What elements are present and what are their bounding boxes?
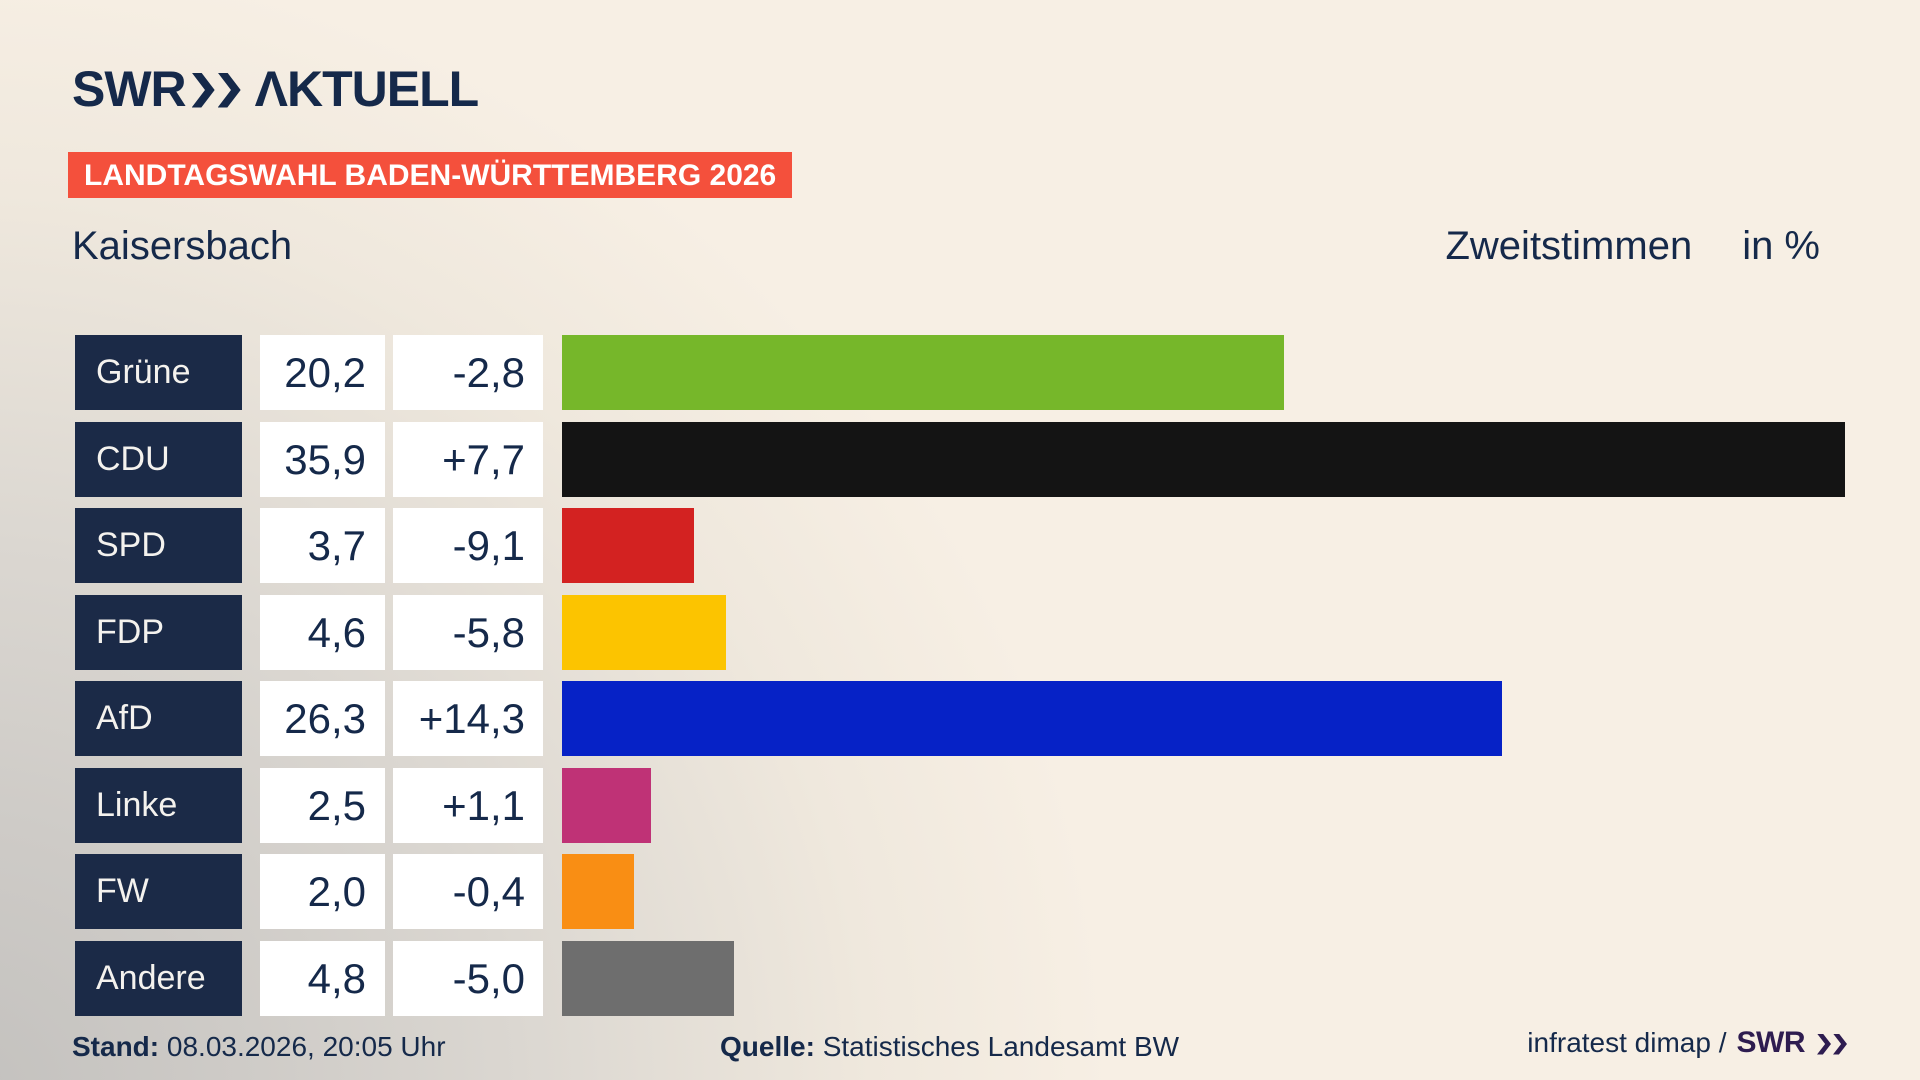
chevron-right-icon <box>1833 1033 1847 1055</box>
party-change: -2,8 <box>393 335 543 410</box>
vote-type-label: Zweitstimmen <box>1445 224 1693 268</box>
party-bar <box>562 508 695 583</box>
election-banner: LANDTAGSWAHL BADEN-WÜRTTEMBERG 2026 <box>68 152 793 198</box>
party-value: 2,0 <box>260 854 385 929</box>
chevron-right-icon <box>191 72 215 108</box>
party-value: 3,7 <box>260 508 385 583</box>
party-bar <box>562 594 727 670</box>
party-bar <box>562 681 1502 756</box>
party-bar <box>562 421 1846 497</box>
party-value: 35,9 <box>260 421 385 497</box>
party-change: +7,7 <box>393 421 543 497</box>
credit-line: infratest dimap / SWR <box>1527 1026 1847 1060</box>
stand-value: 08.03.2026, 20:05 Uhr <box>166 1031 446 1062</box>
party-row: AfD 26,3 +14,3 <box>75 681 1845 756</box>
party-change: -0,4 <box>393 854 543 929</box>
credit-swr-logo: SWR <box>1736 1026 1806 1059</box>
source-value: Statistisches Landesamt BW <box>822 1031 1180 1062</box>
swr-aktuell-logo: SWR ΛKTUELL <box>72 61 480 117</box>
party-change: -5,8 <box>393 594 543 670</box>
party-bar <box>562 854 634 929</box>
party-value: 4,8 <box>260 940 385 1016</box>
party-row: Linke 2,5 +1,1 <box>75 767 1845 843</box>
party-label: Grüne <box>75 335 242 410</box>
party-change: -5,0 <box>393 940 543 1016</box>
party-label: CDU <box>75 421 242 497</box>
party-label: Linke <box>75 767 242 843</box>
party-change: +14,3 <box>393 681 543 756</box>
party-row: FDP 4,6 -5,8 <box>75 594 1845 670</box>
party-label: FW <box>75 854 242 929</box>
double-chevron-icon <box>1817 1033 1847 1055</box>
logo-text-aktuell: ΛKTUELL <box>254 61 480 117</box>
party-value: 4,6 <box>260 594 385 670</box>
source-label: Quelle: <box>720 1031 815 1062</box>
party-row: Grüne 20,2 -2,8 <box>75 335 1845 410</box>
party-label: Andere <box>75 940 242 1016</box>
chevron-right-icon <box>217 72 241 108</box>
party-value: 2,5 <box>260 767 385 843</box>
party-row: SPD 3,7 -9,1 <box>75 508 1845 583</box>
party-row: Andere 4,8 -5,0 <box>75 940 1845 1016</box>
stand-timestamp: Stand: 08.03.2026, 20:05 Uhr <box>72 1030 446 1064</box>
party-bar <box>562 335 1284 410</box>
party-value: 20,2 <box>260 335 385 410</box>
party-bar <box>562 940 734 1016</box>
chevron-right-icon <box>1817 1033 1831 1055</box>
party-label: FDP <box>75 594 242 670</box>
bar-chart: Grüne 20,2 -2,8 CDU 35,9 +7,7 SPD 3,7 -9… <box>75 335 1846 1016</box>
double-chevron-icon <box>191 72 241 108</box>
unit-label: in % <box>1742 224 1820 268</box>
data-source: Quelle: Statistisches Landesamt BW <box>720 1030 1179 1064</box>
credit-text: infratest dimap / <box>1527 1027 1727 1058</box>
party-label: SPD <box>75 508 242 583</box>
vote-type-title: Zweitstimmen in % <box>1445 222 1820 270</box>
party-label: AfD <box>75 681 242 756</box>
party-row: FW 2,0 -0,4 <box>75 854 1845 929</box>
party-change: +1,1 <box>393 767 543 843</box>
party-change: -9,1 <box>393 508 543 583</box>
logo-text-swr: SWR <box>72 61 187 117</box>
municipality-title: Kaisersbach <box>72 224 293 268</box>
party-row: CDU 35,9 +7,7 <box>75 421 1846 497</box>
stand-label: Stand: <box>72 1031 160 1062</box>
party-bar <box>562 767 652 843</box>
party-value: 26,3 <box>260 681 385 756</box>
